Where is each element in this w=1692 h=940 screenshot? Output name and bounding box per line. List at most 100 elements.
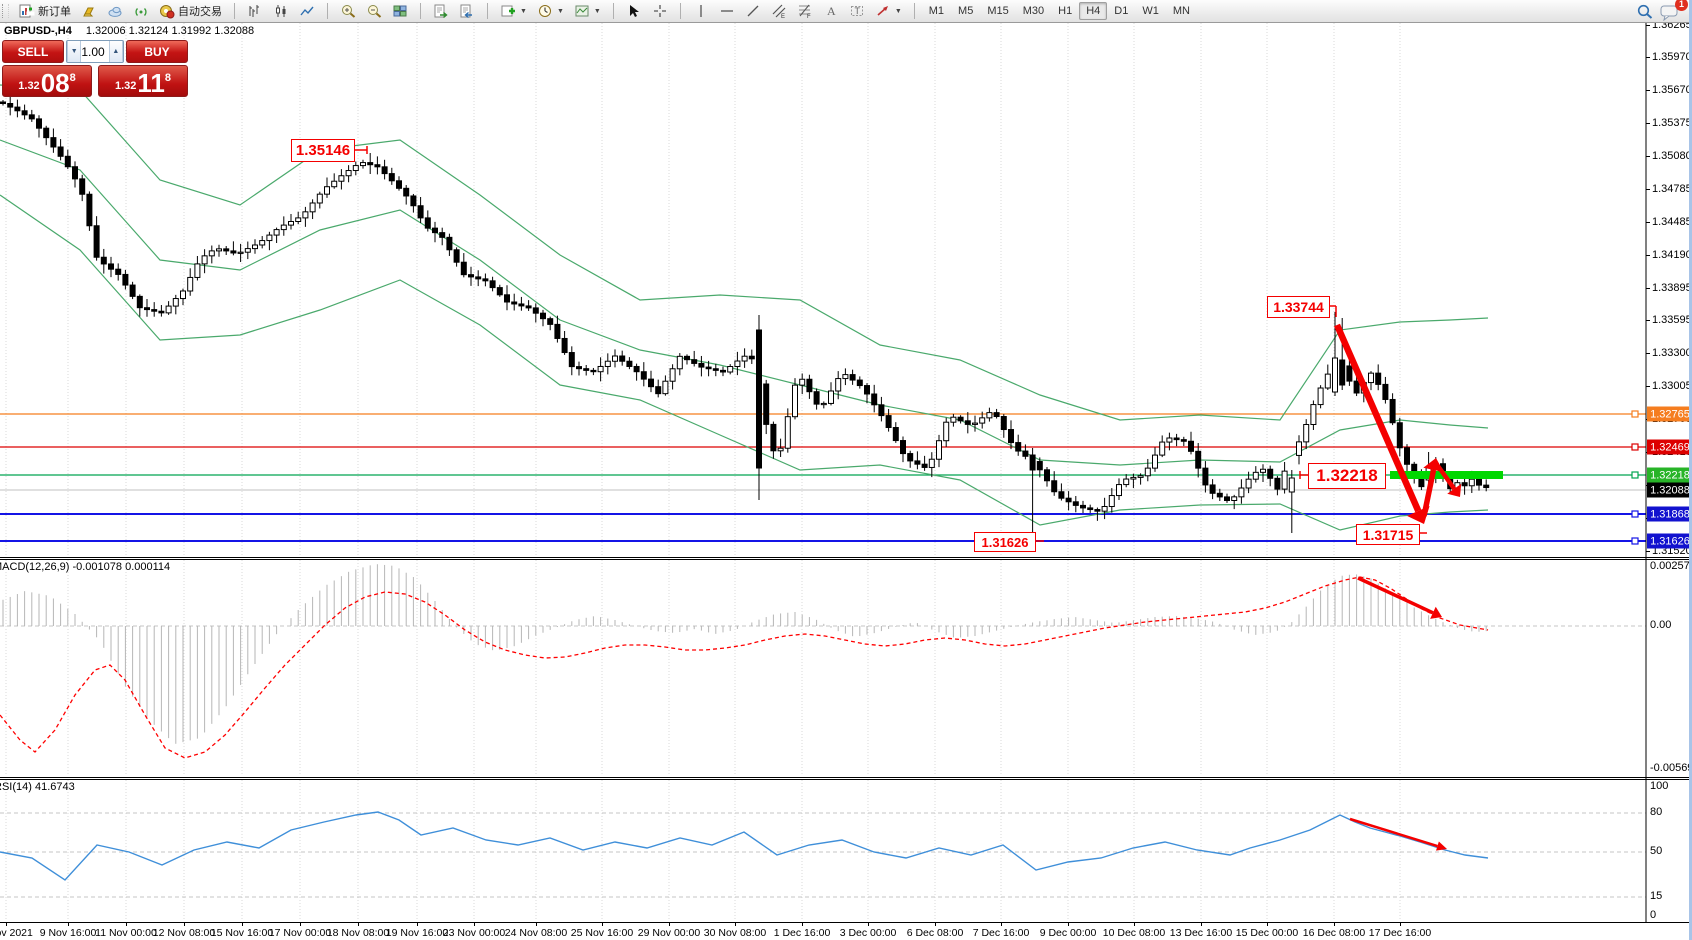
line-chart-icon[interactable] bbox=[294, 1, 320, 21]
volume-input[interactable]: 1.00 bbox=[81, 44, 105, 59]
timeframe-m15[interactable]: M15 bbox=[987, 5, 1009, 17]
timeframe-m30[interactable]: M30 bbox=[1022, 5, 1045, 17]
time-tick bbox=[474, 923, 475, 926]
axis-tick bbox=[1646, 255, 1650, 256]
ohlc-values: 1.32006 1.32124 1.31992 1.32088 bbox=[85, 25, 255, 37]
gold-icon[interactable] bbox=[76, 1, 102, 21]
horizontal-line-tool-icon[interactable] bbox=[714, 1, 740, 21]
sell-price-handle: 1.32 bbox=[18, 80, 40, 92]
cloud-icon[interactable] bbox=[102, 1, 128, 21]
bar-chart-icon[interactable] bbox=[242, 1, 268, 21]
timeframe-w1[interactable]: W1 bbox=[1142, 5, 1159, 17]
new-order-button[interactable]: 新订单 bbox=[14, 1, 76, 21]
toolbar: 新订单 自动交易 bbox=[0, 0, 1692, 23]
sell-price-pips: 08 bbox=[40, 68, 70, 98]
label-tool-icon[interactable]: T bbox=[844, 1, 870, 21]
channel-tool-icon[interactable]: E bbox=[766, 1, 792, 21]
time-tick-label: 3 Dec 00:00 bbox=[839, 927, 897, 939]
time-tick bbox=[802, 923, 803, 926]
zoom-out-icon[interactable] bbox=[361, 1, 387, 21]
time-tick-label: 15 Nov 16:00 bbox=[210, 927, 274, 939]
indicators-list-icon[interactable] bbox=[428, 1, 454, 21]
volume-stepper: ▼ 1.00 ▲ bbox=[66, 40, 124, 63]
buy-price-handle: 1.32 bbox=[114, 80, 137, 92]
volume-decrease-button[interactable]: ▼ bbox=[67, 41, 82, 62]
time-tick bbox=[184, 923, 185, 926]
price-tick-label: 1.35375 bbox=[1652, 117, 1692, 129]
price-tick-label: 1.33895 bbox=[1652, 282, 1692, 294]
text-tool-icon[interactable]: A bbox=[818, 1, 844, 21]
auto-trading-button[interactable]: 自动交易 bbox=[154, 1, 227, 21]
toolbar-grip[interactable] bbox=[2, 4, 9, 18]
timeframe-h4[interactable]: H4 bbox=[1079, 2, 1108, 20]
price-tick-label: 1.33005 bbox=[1652, 380, 1692, 392]
time-tick-label: 8 Nov 2021 bbox=[0, 927, 33, 939]
time-tick-label: 12 Nov 08:00 bbox=[152, 927, 216, 939]
price-level-label: 1.32088 bbox=[1647, 482, 1692, 498]
buy-price-display[interactable]: 1.32 11 8 bbox=[98, 65, 188, 97]
sell-price-display[interactable]: 1.32 08 8 bbox=[2, 65, 92, 97]
add-indicator-button[interactable]: ▼ bbox=[495, 1, 532, 21]
price-tick-label: 1.35970 bbox=[1652, 51, 1692, 63]
time-tick-label: 13 Dec 16:00 bbox=[1169, 927, 1233, 939]
candlestick-icon[interactable] bbox=[268, 1, 294, 21]
price-level-label: 1.32469 bbox=[1647, 439, 1692, 455]
price-tick-label: 1.35080 bbox=[1652, 150, 1692, 162]
buy-button[interactable]: BUY bbox=[126, 40, 188, 63]
annotation-price-1-35146[interactable]: 1.35146 bbox=[291, 139, 355, 162]
price-tick-label: 1.35670 bbox=[1652, 84, 1692, 96]
timeframe-m1[interactable]: M1 bbox=[928, 5, 945, 17]
notifications-icon[interactable]: 1 bbox=[1660, 0, 1688, 21]
volume-increase-button[interactable]: ▲ bbox=[108, 41, 123, 62]
cursor-icon[interactable] bbox=[621, 1, 647, 21]
window-border bbox=[1689, 0, 1692, 940]
annotation-price-1-31715[interactable]: 1.31715 bbox=[1356, 524, 1420, 545]
axis-tick bbox=[1646, 25, 1650, 26]
tile-windows-icon[interactable] bbox=[387, 1, 413, 21]
time-tick-label: 17 Dec 16:00 bbox=[1368, 927, 1432, 939]
buy-price-point: 8 bbox=[164, 72, 172, 84]
price-tick-label: 1.34485 bbox=[1652, 216, 1692, 228]
sell-button[interactable]: SELL bbox=[2, 40, 64, 63]
trendline-tool-icon[interactable] bbox=[740, 1, 766, 21]
annotation-price-1-32218[interactable]: 1.32218 bbox=[1308, 463, 1386, 489]
time-tick-label: 9 Dec 00:00 bbox=[1039, 927, 1097, 939]
time-tick bbox=[536, 923, 537, 926]
buy-price-pips: 11 bbox=[137, 68, 165, 98]
vertical-line-tool-icon[interactable] bbox=[688, 1, 714, 21]
timeframe-mn[interactable]: MN bbox=[1172, 5, 1190, 17]
time-tick-label: 16 Dec 08:00 bbox=[1302, 927, 1366, 939]
timeframe-h1[interactable]: H1 bbox=[1058, 5, 1073, 17]
search-icon[interactable] bbox=[1636, 3, 1653, 19]
template-button[interactable]: ▼ bbox=[569, 1, 606, 21]
time-tick bbox=[300, 923, 301, 926]
macd-scale-max: 0.002574 bbox=[1650, 560, 1692, 572]
fibonacci-tool-icon[interactable]: F bbox=[792, 1, 818, 21]
time-tick bbox=[1201, 923, 1202, 926]
timeframe-m5[interactable]: M5 bbox=[958, 5, 974, 17]
time-tick bbox=[126, 923, 127, 926]
objects-list-icon[interactable] bbox=[454, 1, 480, 21]
time-tick-label: 15 Dec 00:00 bbox=[1235, 927, 1299, 939]
timeframe-d1[interactable]: D1 bbox=[1114, 5, 1129, 17]
macd-scale-min: -0.005691 bbox=[1650, 762, 1692, 774]
time-tick bbox=[669, 923, 670, 926]
time-tick bbox=[242, 923, 243, 926]
auto-trading-label: 自动交易 bbox=[178, 6, 222, 18]
time-tick-label: 10 Dec 08:00 bbox=[1102, 927, 1166, 939]
crosshair-icon[interactable] bbox=[647, 1, 673, 21]
zoom-in-icon[interactable] bbox=[335, 1, 361, 21]
annotation-price-1-31626[interactable]: 1.31626 bbox=[974, 532, 1036, 552]
time-tick bbox=[1001, 923, 1002, 926]
time-tick-label: 18 Nov 08:00 bbox=[326, 927, 390, 939]
rsi-scale-label: 80 bbox=[1650, 806, 1663, 818]
period-button[interactable]: ▼ bbox=[532, 1, 569, 21]
price-axis[interactable]: 1.36265 1.35970 1.35670 1.35375 1.35080 1.347… bbox=[1646, 19, 1692, 922]
arrows-tool-button[interactable]: ▼ bbox=[870, 1, 907, 21]
annotation-price-1-33744[interactable]: 1.33744 bbox=[1267, 296, 1330, 318]
price-level-label: 1.31868 bbox=[1647, 506, 1692, 522]
signal-icon[interactable] bbox=[128, 1, 154, 21]
axis-tick bbox=[1646, 156, 1650, 157]
